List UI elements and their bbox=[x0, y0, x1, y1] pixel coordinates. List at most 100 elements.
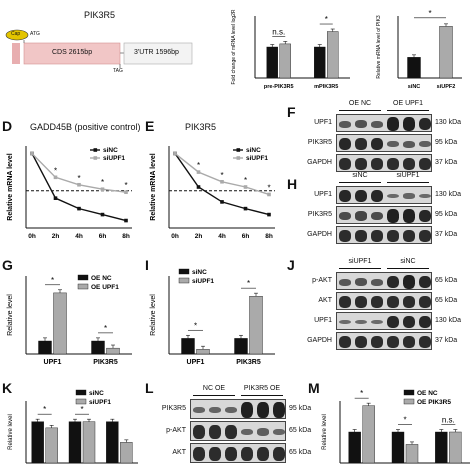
blot-kda-label: 65 kDa bbox=[435, 277, 458, 284]
legend-swatch bbox=[403, 389, 415, 396]
blot-band bbox=[387, 296, 399, 308]
blot-band bbox=[419, 336, 431, 348]
blot-row-label: UPF1 bbox=[314, 191, 332, 198]
series-line bbox=[31, 153, 127, 222]
significance-mark: * bbox=[267, 183, 270, 192]
blot-band bbox=[339, 158, 351, 170]
category-label: PIK3R5 bbox=[93, 359, 118, 366]
category-label: siNC bbox=[408, 84, 421, 90]
blot-band bbox=[419, 140, 431, 148]
blot-kda-label: 95 kDa bbox=[435, 211, 458, 218]
panel-d-chart: Relative mRNA level 0h 2h 4h 6h 8h * * * * siNCsiU… bbox=[7, 146, 132, 240]
legend-swatch bbox=[77, 283, 89, 290]
bar bbox=[120, 442, 133, 464]
x-tick-label: 8h bbox=[122, 233, 130, 240]
blot-group-line bbox=[339, 110, 381, 111]
blot-band bbox=[419, 275, 431, 289]
panel-d-title: GADD45B (positive control) bbox=[30, 122, 141, 132]
panel-m-chart: Relative level * * n.s. OE NC OE PIK3R5 bbox=[322, 389, 470, 464]
blot-band bbox=[273, 447, 285, 461]
legend-label: OE PIK3R5 bbox=[417, 399, 451, 406]
bar bbox=[314, 46, 326, 79]
blot-row-label: GAPDH bbox=[307, 337, 332, 344]
x-tick-label: 4h bbox=[218, 233, 226, 240]
blot-band bbox=[225, 425, 237, 439]
data-point bbox=[53, 196, 58, 200]
blot-band bbox=[241, 428, 253, 436]
legend-swatch bbox=[178, 277, 190, 284]
blot-kda-label: 37 kDa bbox=[435, 337, 458, 344]
data-point bbox=[243, 206, 248, 211]
panel-letter-j: J bbox=[287, 257, 295, 273]
blot-band bbox=[339, 278, 351, 286]
blot-band bbox=[273, 402, 285, 418]
x-tick-label: 2h bbox=[52, 233, 60, 240]
bar bbox=[106, 347, 120, 355]
bar bbox=[391, 431, 405, 464]
panel-k-chart: Relative level * * siNC siUPF1 bbox=[8, 389, 138, 464]
blot-row-label: PIK3R5 bbox=[307, 139, 332, 146]
panel-c-chart: Relative mRNA level of PIK3 siNC siUPF2 * bbox=[376, 9, 462, 90]
blot-band bbox=[419, 117, 431, 131]
legend-label: siUPF1 bbox=[246, 155, 268, 162]
blot-strip bbox=[190, 421, 286, 441]
bar bbox=[91, 340, 105, 355]
blot-band bbox=[387, 140, 399, 148]
blot-group-line bbox=[387, 268, 429, 269]
x-tick-label: 8h bbox=[265, 233, 273, 240]
panel-e-title: PIK3R5 bbox=[185, 122, 217, 132]
significance-mark: * bbox=[77, 174, 80, 183]
panel-letter-l: L bbox=[145, 380, 154, 396]
cap-marker bbox=[5, 29, 29, 41]
blot-band bbox=[387, 230, 399, 242]
blot-band bbox=[225, 447, 237, 461]
panel-a-diagram: PIK3R5 Cap ATG CDS 2615bp 3'UTR 1596bp T… bbox=[0, 0, 200, 80]
blot-strip bbox=[336, 292, 432, 310]
blot-group-label: siUPF1 bbox=[396, 172, 420, 179]
blot-band bbox=[339, 189, 351, 203]
blot-group-label: siUPF1 bbox=[348, 258, 372, 265]
x-tick-label: 0h bbox=[28, 233, 36, 240]
cds-label: CDS 2615bp bbox=[52, 49, 93, 56]
blot-band bbox=[355, 230, 367, 242]
panel-letter-d: D bbox=[2, 118, 13, 134]
blot-band bbox=[403, 275, 415, 289]
blot-band bbox=[209, 406, 221, 414]
blot-band bbox=[209, 425, 221, 439]
legend-swatch bbox=[75, 398, 87, 405]
panel-l-blot: NC OE PIK3R5 OE PIK3R5 95 kDa p-AKT 65 kDa AKT… bbox=[150, 385, 316, 471]
legend-swatch bbox=[403, 398, 415, 405]
legend-label: siUPF1 bbox=[103, 155, 125, 162]
blot-row-label: AKT bbox=[318, 297, 332, 304]
panel-i-chart: Relative level UPF1 * PIK3R5 * siNC siUPF1 bbox=[150, 268, 275, 366]
significance-mark: * bbox=[101, 178, 104, 187]
x-tick-label: 0h bbox=[171, 233, 179, 240]
panel-h-blot: siNC siUPF1 UPF1 130 kDa PIK3R5 95 kDa GAPDH 37… bbox=[298, 172, 474, 248]
significance-mark: * bbox=[325, 15, 328, 24]
blot-band bbox=[371, 211, 383, 221]
blot-band bbox=[387, 193, 399, 199]
blot-row-label: UPF1 bbox=[314, 119, 332, 126]
blot-band bbox=[387, 315, 399, 329]
data-point bbox=[196, 185, 201, 189]
legend-label: siNC bbox=[192, 269, 207, 276]
blot-group-line bbox=[387, 110, 429, 111]
bar bbox=[31, 421, 44, 464]
significance-mark: * bbox=[54, 166, 57, 175]
bar bbox=[68, 421, 82, 464]
blot-group-line bbox=[339, 268, 381, 269]
utr-block bbox=[123, 42, 193, 65]
blot-kda-label: 130 kDa bbox=[435, 119, 462, 126]
blot-row-label: PIK3R5 bbox=[307, 211, 332, 218]
blot-band bbox=[339, 230, 351, 242]
blot-strip bbox=[336, 226, 432, 244]
data-point bbox=[30, 151, 34, 156]
blot-band bbox=[371, 189, 383, 203]
blot-band bbox=[339, 336, 351, 348]
blot-band bbox=[419, 230, 431, 242]
panel-b-chart: Fold change of mRNA level log2R pre-PIK3R… bbox=[231, 9, 350, 90]
bar bbox=[234, 338, 248, 355]
blot-band bbox=[403, 193, 415, 199]
blot-band bbox=[419, 193, 431, 199]
blot-group-line bbox=[193, 395, 235, 396]
